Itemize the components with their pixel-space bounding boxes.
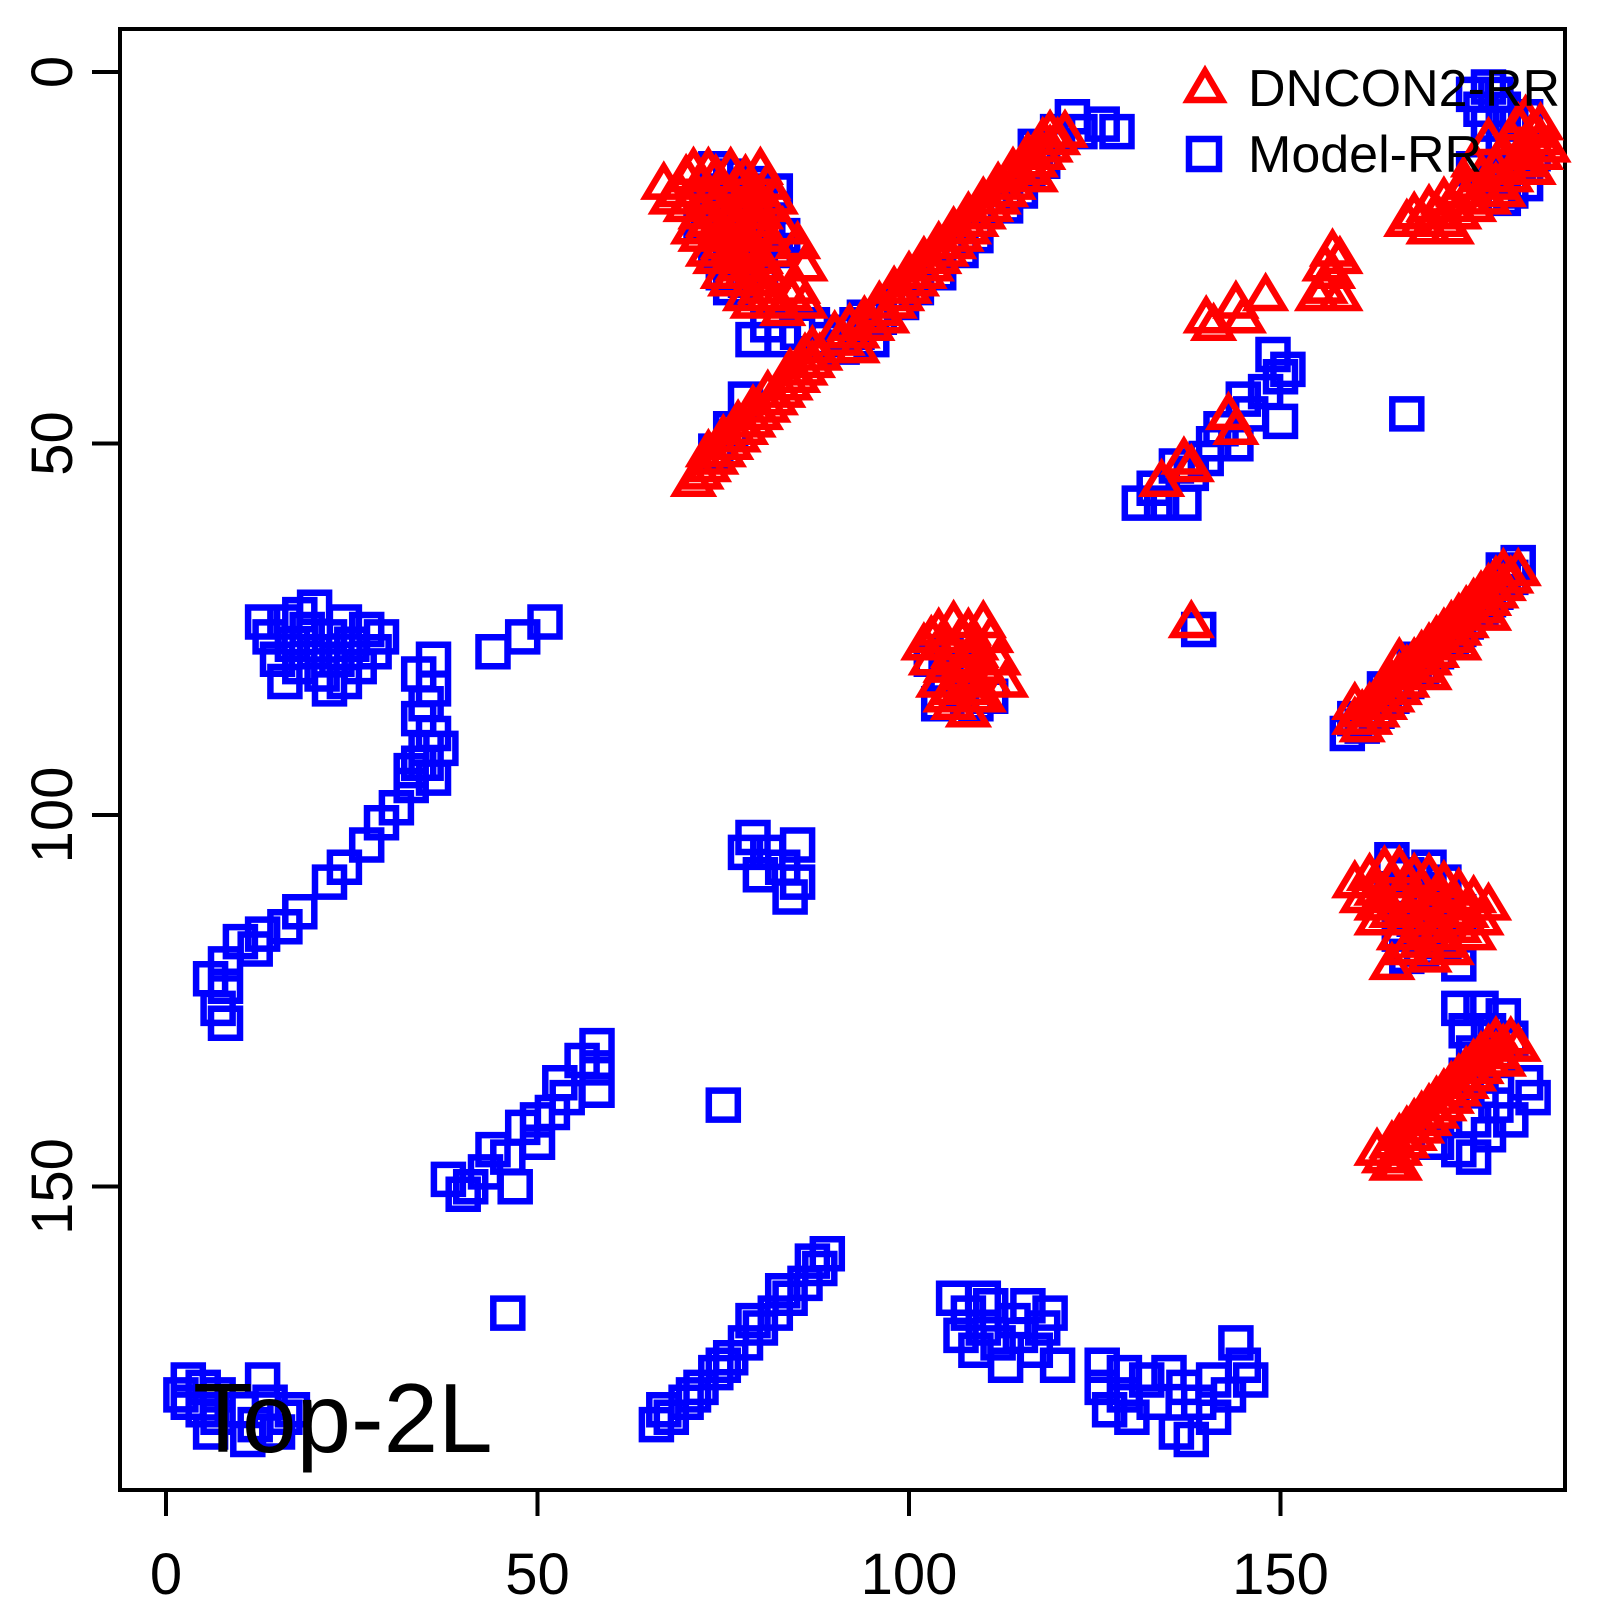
x-tick-label: 150 (1232, 1542, 1329, 1600)
triangle-icon (1182, 64, 1228, 104)
x-tick-label: 100 (861, 1542, 958, 1600)
legend-label: Model-RR (1248, 126, 1482, 184)
legend-label: DNCON2-RR (1248, 60, 1560, 118)
x-tick-label: 50 (505, 1542, 570, 1600)
top-2l-label: Top-2L (193, 1363, 493, 1473)
series-dncon2-rr (640, 93, 1572, 1181)
y-tick-label: 0 (20, 56, 85, 88)
y-tick-label: 50 (20, 411, 85, 476)
y-tick-label: 150 (20, 1138, 85, 1235)
scatter-points (163, 69, 1572, 1458)
x-tick-label: 0 (150, 1542, 182, 1600)
square-icon (1185, 135, 1223, 173)
legend-item: Model-RR (1185, 126, 1482, 184)
plot-frame (118, 27, 1567, 1492)
y-tick-label: 100 (20, 767, 85, 864)
legend-item: DNCON2-RR (1182, 60, 1560, 118)
legend: DNCON2-RR Model-RR (1182, 60, 1560, 184)
